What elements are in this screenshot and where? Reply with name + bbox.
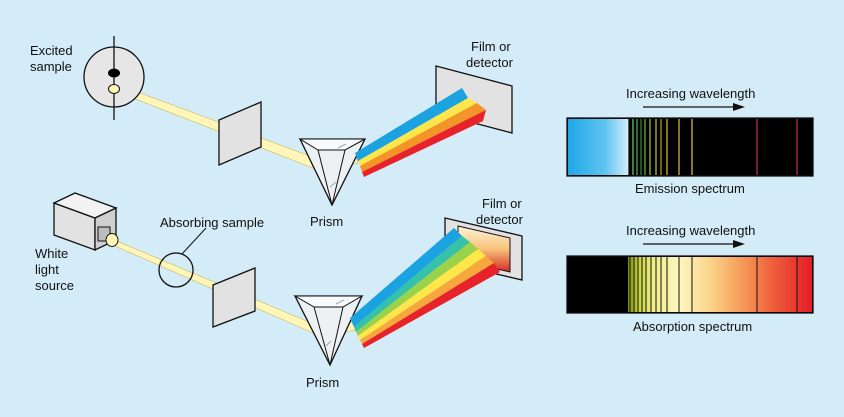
detector-label-1: Film or xyxy=(471,39,511,54)
emission-heading: Increasing wavelength xyxy=(626,86,755,101)
prism-label: Prism xyxy=(310,214,343,229)
prism-icon xyxy=(298,138,367,207)
svg-text:source: source xyxy=(35,278,74,293)
absorption-caption: Absorption spectrum xyxy=(633,319,752,334)
detector-label-2: detector xyxy=(476,212,524,227)
emission-spectrum-panel: Increasing wavelength Emission spectrum xyxy=(566,86,814,196)
svg-text:White: White xyxy=(35,246,68,261)
light-source-icon xyxy=(52,192,119,252)
absorption-heading: Increasing wavelength xyxy=(626,223,755,238)
white-light-label-3: source xyxy=(35,278,74,293)
detector-label-2: detector xyxy=(466,55,514,70)
svg-text:Film or: Film or xyxy=(482,196,522,211)
svg-text:Film or: Film or xyxy=(471,39,511,54)
absorption-spectrum-panel: Increasing wavelength Absorption spectru… xyxy=(566,223,814,334)
emission-setup: Excited sample Film or detector Prism xyxy=(30,36,514,229)
emission-caption: Emission spectrum xyxy=(635,181,745,196)
svg-text:Emission spectrum: Emission spectrum xyxy=(635,181,745,196)
excited-label-1: Excited xyxy=(30,43,73,58)
excited-label-2: sample xyxy=(30,59,72,74)
slit-plate xyxy=(212,267,256,328)
emission-lines xyxy=(632,119,798,175)
arrow-right-icon xyxy=(643,240,745,248)
svg-text:Prism: Prism xyxy=(310,214,343,229)
dispersed-light xyxy=(350,228,500,348)
absorbing-sample-icon xyxy=(158,252,194,288)
absorption-lines xyxy=(629,257,798,312)
svg-text:Excited: Excited xyxy=(30,43,73,58)
svg-text:detector: detector xyxy=(476,212,524,227)
svg-text:Absorption spectrum: Absorption spectrum xyxy=(633,319,752,334)
arrow-right-icon xyxy=(643,103,745,111)
dispersed-light xyxy=(355,88,486,177)
white-light-label-1: White xyxy=(35,246,68,261)
prism-icon xyxy=(293,295,364,367)
slit-plate xyxy=(218,101,262,166)
absorption-setup: White light source Absorbing sample Film… xyxy=(35,192,524,390)
svg-text:Absorbing sample: Absorbing sample xyxy=(160,215,264,230)
svg-text:light: light xyxy=(35,262,59,277)
svg-text:sample: sample xyxy=(30,59,72,74)
svg-text:Increasing wavelength: Increasing wavelength xyxy=(626,223,755,238)
detector-label-1: Film or xyxy=(482,196,522,211)
white-light-label-2: light xyxy=(35,262,59,277)
svg-text:Increasing wavelength: Increasing wavelength xyxy=(626,86,755,101)
absorbing-sample-label: Absorbing sample xyxy=(160,215,264,230)
svg-text:Prism: Prism xyxy=(306,375,339,390)
prism-label: Prism xyxy=(306,375,339,390)
excited-sample-icon xyxy=(83,36,145,120)
svg-text:detector: detector xyxy=(466,55,514,70)
